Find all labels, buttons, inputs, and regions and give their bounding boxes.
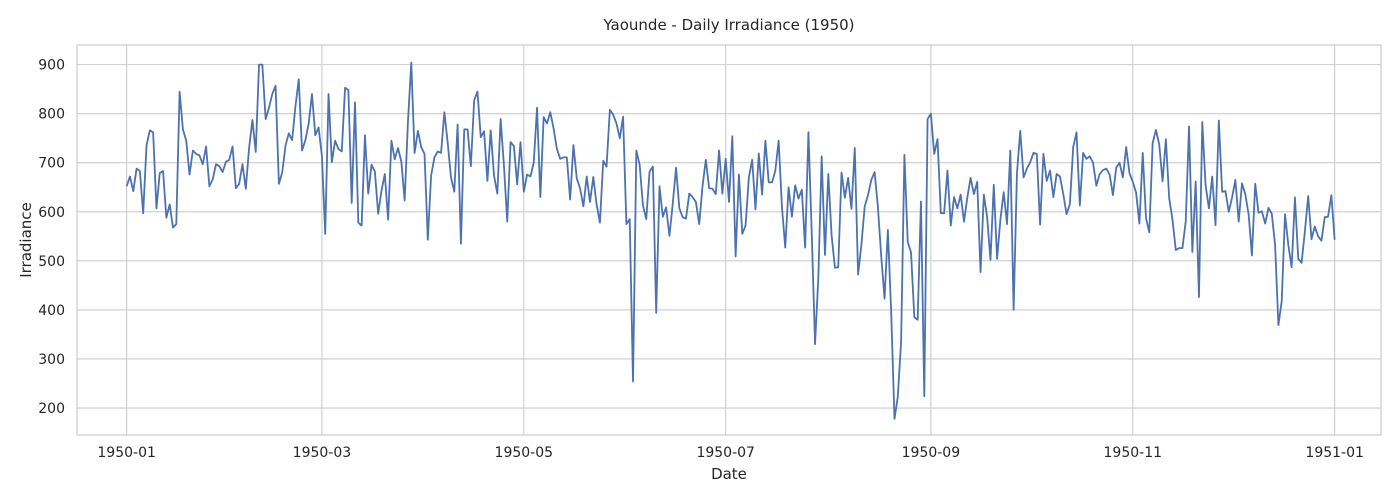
y-tick-label: 300 <box>38 352 65 368</box>
y-tick-label: 700 <box>38 156 65 172</box>
chart-title: Yaounde - Daily Irradiance (1950) <box>602 16 854 34</box>
x-tick-label: 1950-11 <box>1104 445 1163 461</box>
series-line <box>125 61 1336 420</box>
y-tick-label: 800 <box>38 107 65 123</box>
y-axis-label: Irradiance <box>17 202 35 278</box>
plot-border <box>76 44 1382 436</box>
y-tick-label: 500 <box>38 254 65 270</box>
plot-area <box>77 45 1381 435</box>
y-tick-label: 400 <box>38 303 65 319</box>
x-tick-label: 1950-01 <box>97 445 156 461</box>
x-tick-label: 1950-05 <box>495 445 554 461</box>
x-axis-label: Date <box>711 465 747 483</box>
y-tick-label: 900 <box>38 58 65 74</box>
tick-labels: 200 300 400 500 600 700 800 900 1950-01 1950-03 19… <box>38 58 1364 461</box>
x-tick-label: 1950-03 <box>293 445 352 461</box>
x-tick-label: 1951-01 <box>1305 445 1364 461</box>
plot-frame <box>76 44 1382 436</box>
gridlines <box>77 45 1381 435</box>
x-tick-label: 1950-09 <box>902 445 961 461</box>
y-tick-label: 200 <box>38 401 65 417</box>
y-tick-label: 600 <box>38 205 65 221</box>
series-layer <box>125 61 1336 420</box>
x-tick-label: 1950-07 <box>696 445 755 461</box>
